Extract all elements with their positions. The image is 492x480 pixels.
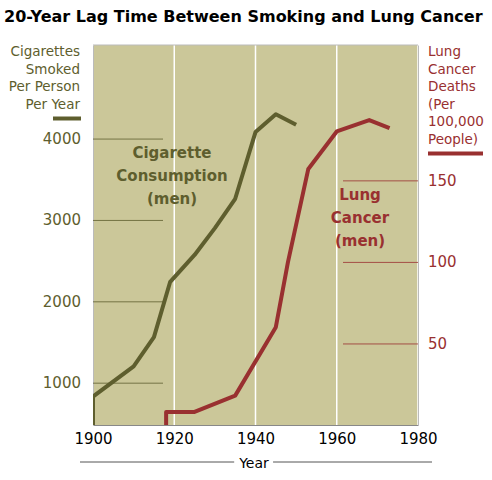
tick-label: 100 [428,253,457,271]
grid-line [174,45,176,425]
tick-label: 1900 [74,430,112,448]
axis-line [94,425,419,426]
tick-line [343,180,418,181]
series-label: LungCancer(men) [331,186,390,250]
tick-line [93,220,163,221]
tick-line [93,301,163,302]
tick-label: 1920 [156,430,194,448]
tick-line [93,383,163,384]
grid-line [255,45,257,425]
plot-background [93,45,418,425]
tick-label: 4000 [43,130,81,148]
y2-axis-title: LungCancerDeaths(Per100,000People) [428,43,484,147]
tick: 100 [343,253,457,271]
tick-label: 50 [428,335,447,353]
x-axis: 1900 1920 1940 1960 1980 [74,425,437,448]
frame [93,45,418,46]
lines [93,114,390,425]
tick-label: 3000 [43,211,81,229]
tick-label: 1960 [318,430,356,448]
tick: 1960 [318,425,356,448]
y2-axis-key [428,152,483,156]
tick-label: 1980 [399,430,437,448]
tick-label: 2000 [43,293,81,311]
x-axis-title-bg [234,455,273,471]
y-axis-title: CigarettesSmokedPer PersonPer Year [9,43,81,112]
axis-line [418,46,419,426]
tick: 2000 [43,293,163,311]
grid [93,45,418,425]
tick: 1900 [74,425,112,448]
x-axis-title: Year [238,455,269,471]
tick: 1940 [237,425,275,448]
series-line [93,114,296,425]
tick: 1920 [156,425,194,448]
title: 20-Year Lag Time Between Smoking and Lun… [4,7,483,26]
tick-line [343,262,418,263]
tick: 3000 [43,211,163,229]
tick: 1980 [399,425,437,448]
y-axis-key [53,117,81,121]
tick-label: 1000 [43,374,81,392]
tick-label: 150 [428,172,457,190]
tick-label: 1940 [237,430,275,448]
tick-line [343,343,418,344]
axis-line [93,46,94,426]
chart: 20-Year Lag Time Between Smoking and Lun… [0,0,492,480]
series-label: CigaretteConsumption(men) [116,144,227,208]
tick-line [93,139,163,140]
grid-line [417,45,419,425]
series-line [166,120,389,425]
grid-line [92,45,94,425]
tick: 50 [343,335,447,353]
